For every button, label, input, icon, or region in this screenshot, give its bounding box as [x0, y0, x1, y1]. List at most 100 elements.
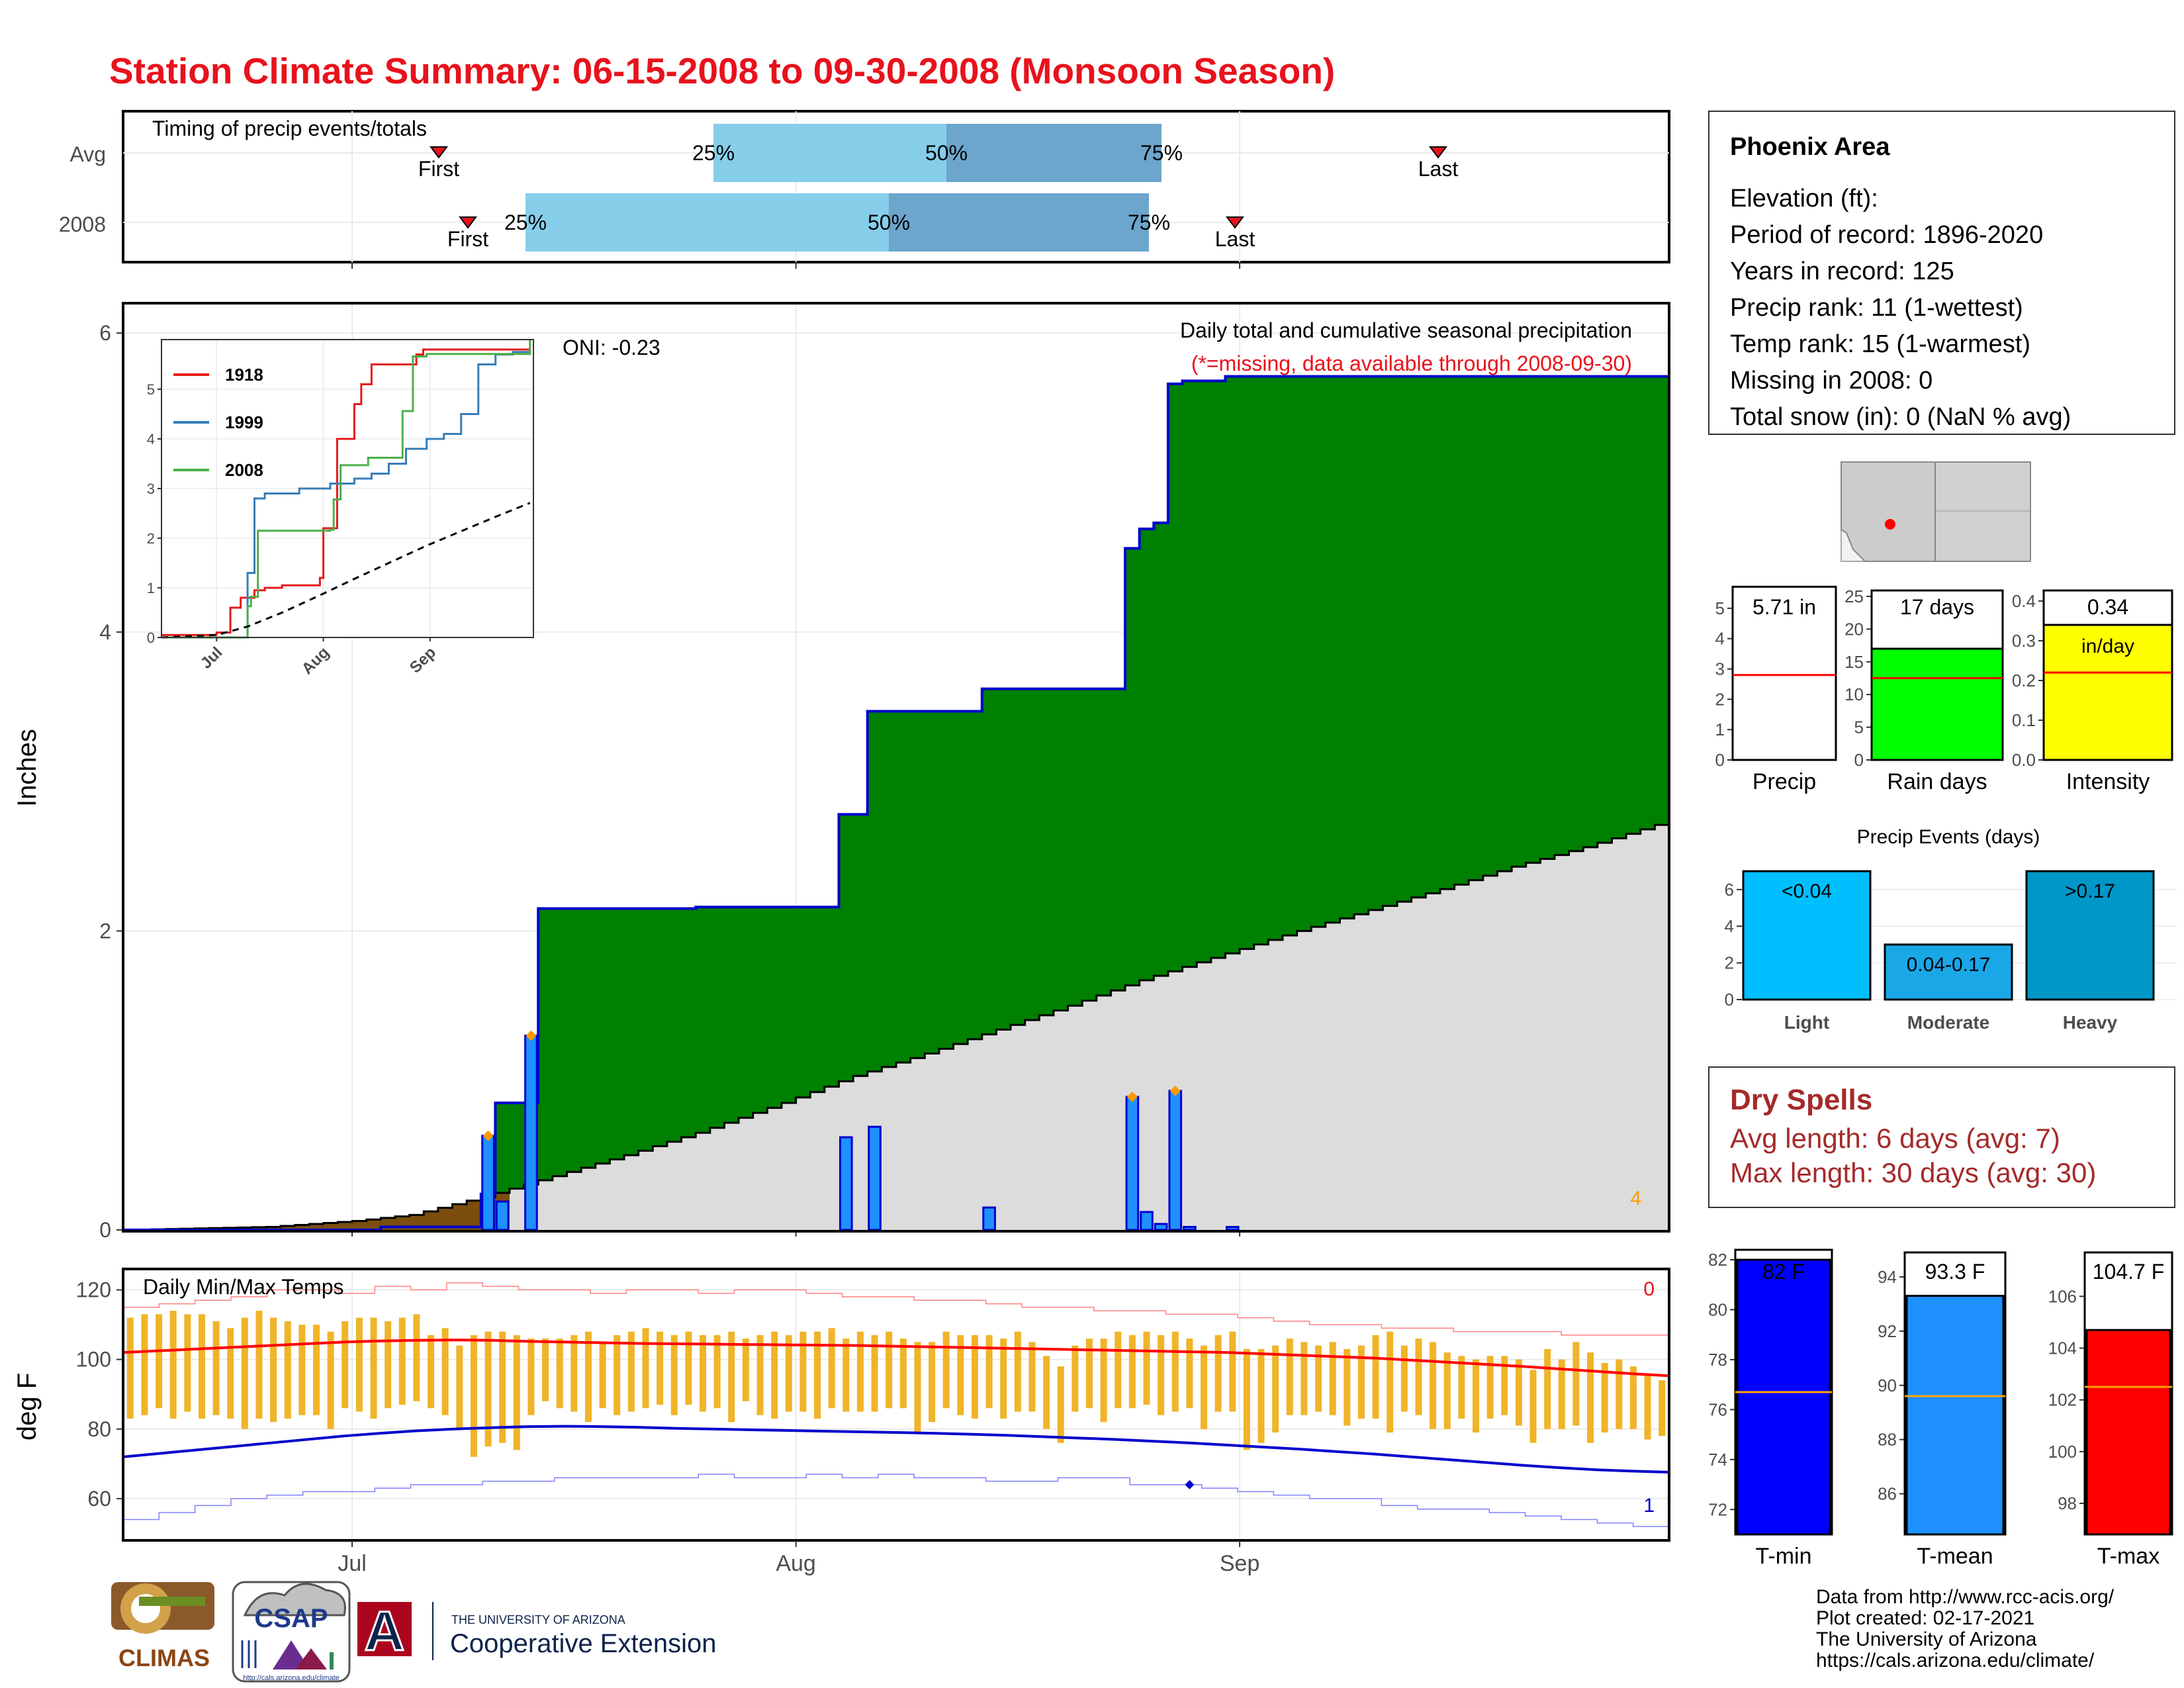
inset-ytick-label: 0 — [147, 630, 155, 646]
daily-precip-bar — [1168, 1090, 1183, 1231]
temp-count-top: 0 — [1643, 1278, 1655, 1300]
daily-temp-range-bar — [1000, 1338, 1007, 1419]
summary-ytick-label: 0 — [1715, 750, 1725, 770]
daily-precip-bar — [524, 1034, 538, 1231]
daily-temp-range-bar — [685, 1331, 692, 1405]
daily-temp-range-bar — [212, 1321, 220, 1415]
daily-temp-range-bar — [842, 1338, 850, 1412]
events-bar-label-heavy: >0.17 — [2065, 880, 2115, 902]
dry-spells-avg: Avg length: 6 days (avg: 7) — [1730, 1123, 2060, 1154]
daily-temp-range-bar — [1587, 1352, 1594, 1443]
daily-temp-range-bar — [700, 1335, 706, 1412]
summary-bar-precip — [1731, 585, 1837, 761]
daily-temp-range-bar — [1615, 1359, 1623, 1429]
daily-temp-range-bar — [385, 1321, 392, 1409]
inset-ytick-label: 3 — [147, 481, 155, 497]
summary-ytick-label: 0.0 — [2012, 750, 2036, 770]
cumulative-above-average-area — [123, 376, 1669, 1230]
daily-temp-range-bar — [255, 1311, 263, 1419]
daily-temp-range-bar — [513, 1335, 520, 1450]
ua-logo-top: THE UNIVERSITY OF ARIZONA — [451, 1613, 625, 1626]
footer-line-3: The University of Arizona — [1816, 1628, 2037, 1650]
daily-precip-bar — [1125, 1096, 1140, 1231]
daily-temp-range-bar — [1115, 1331, 1122, 1409]
summary-ytick-label: 0.3 — [2012, 631, 2036, 651]
summary-value-1: 17 days — [1900, 595, 1974, 619]
daily-temp-range-bar — [1071, 1345, 1079, 1412]
precip-ytick-label: 4 — [99, 620, 111, 644]
average-cumulative-area — [123, 825, 1669, 1230]
daily-temp-range-bar — [856, 1331, 864, 1412]
daily-temp-range-bar — [1043, 1356, 1050, 1429]
daily-temp-range-bar — [126, 1317, 134, 1419]
temp-summary-ytick-label: 92 — [1878, 1321, 1897, 1341]
csap-logo-text: CSAP — [254, 1604, 328, 1633]
daily-precip-bar — [1225, 1225, 1240, 1231]
daily-temp-range-bar — [542, 1338, 549, 1401]
footer-line-1: Data from http://www.rcc-acis.org/ — [1816, 1586, 2115, 1608]
daily-temp-range-bar — [1286, 1338, 1293, 1415]
daily-temp-range-bar — [1415, 1338, 1422, 1415]
ua-cooperative-extension-logo: A THE UNIVERSITY OF ARIZONA Cooperative … — [357, 1599, 716, 1664]
daily-temp-range-bar — [1387, 1331, 1394, 1433]
events-title: Precip Events (days) — [1857, 826, 2040, 848]
timing-2008-first-marker — [459, 216, 477, 229]
summary-ytick-label: 5 — [1715, 598, 1725, 618]
daily-temp-range-bar — [1329, 1342, 1336, 1415]
footer-credits: Data from http://www.rcc-acis.org/ Plot … — [1816, 1586, 2115, 1671]
events-ytick-label: 6 — [1725, 880, 1734, 900]
precip-corner-count: 4 — [1630, 1188, 1641, 1209]
daily-temp-range-bar — [1214, 1335, 1222, 1412]
daily-temp-range-bar — [327, 1331, 334, 1429]
temp-summary-label-2: T-max — [2097, 1544, 2160, 1569]
temp-summary-value-0: 82 F — [1762, 1260, 1805, 1284]
timing-title: Timing of precip events/totals — [152, 117, 427, 140]
timing-avg-50-label: 50% — [925, 141, 968, 165]
daily-temp-range-bar — [1529, 1370, 1537, 1443]
temp-title: Daily Min/Max Temps — [143, 1275, 343, 1299]
average-max-line — [122, 1338, 1670, 1378]
daily-temp-range-bar — [942, 1331, 950, 1409]
inset-ytick-label: 2 — [147, 530, 155, 547]
temp-summary-label-1: T-mean — [1917, 1544, 1993, 1569]
daily-temp-range-bar — [1086, 1338, 1093, 1409]
station-line-3: Years in record: 125 — [1730, 258, 1954, 285]
timing-avg-bar-50-75 — [946, 124, 1161, 182]
daily-temp-range-bar — [270, 1317, 277, 1423]
daily-temp-range-bar — [771, 1331, 778, 1419]
timing-avg-last-label: Last — [1418, 157, 1459, 181]
daily-temp-range-bar — [1357, 1345, 1365, 1419]
daily-precip-bar — [982, 1206, 996, 1231]
temp-ytick-label: 100 — [76, 1348, 111, 1372]
daily-temp-range-bar — [341, 1321, 349, 1409]
inset-ytick-label: 4 — [147, 431, 155, 447]
daily-temp-range-bar — [799, 1331, 807, 1412]
csap-url-text: http://cals.arizona.edu/climate — [243, 1674, 340, 1682]
daily-precip-bar — [868, 1125, 882, 1231]
timing-avg-last-marker — [1429, 146, 1447, 159]
summary-value-2: 0.34 — [2087, 595, 2128, 619]
summary-ytick-label: 0.4 — [2012, 591, 2036, 611]
daily-temp-range-bar — [499, 1331, 506, 1443]
temp-summary-ytick-label: 72 — [1708, 1499, 1727, 1519]
summary-label-1: Rain days — [1887, 769, 1987, 794]
temp-ytick-label: 120 — [76, 1278, 111, 1302]
daily-precip-bar — [481, 1135, 495, 1231]
daily-temp-range-bar — [413, 1314, 420, 1401]
daily-temp-range-bar — [1300, 1342, 1308, 1415]
station-line-1: Elevation (ft): — [1730, 185, 1878, 212]
daily-temp-range-bar — [1558, 1359, 1565, 1429]
daily-temp-range-bar — [1544, 1348, 1551, 1429]
temp-summary-ytick-label: 78 — [1708, 1350, 1727, 1370]
temp-summary-ytick-label: 80 — [1708, 1300, 1727, 1320]
average-min-line — [122, 1425, 1670, 1474]
daily-temp-range-bar — [1501, 1356, 1508, 1415]
daily-temp-range-bar — [1186, 1338, 1193, 1409]
daily-temp-range-bar — [441, 1328, 449, 1415]
daily-precip-bar — [1183, 1225, 1197, 1231]
daily-temp-range-bar — [742, 1338, 749, 1401]
daily-temp-range-bar — [1028, 1342, 1036, 1412]
summary-bar-rain-days — [1870, 647, 2004, 761]
inset-series-line-2008 — [161, 340, 531, 639]
daily-temp-range-bar — [728, 1331, 735, 1423]
